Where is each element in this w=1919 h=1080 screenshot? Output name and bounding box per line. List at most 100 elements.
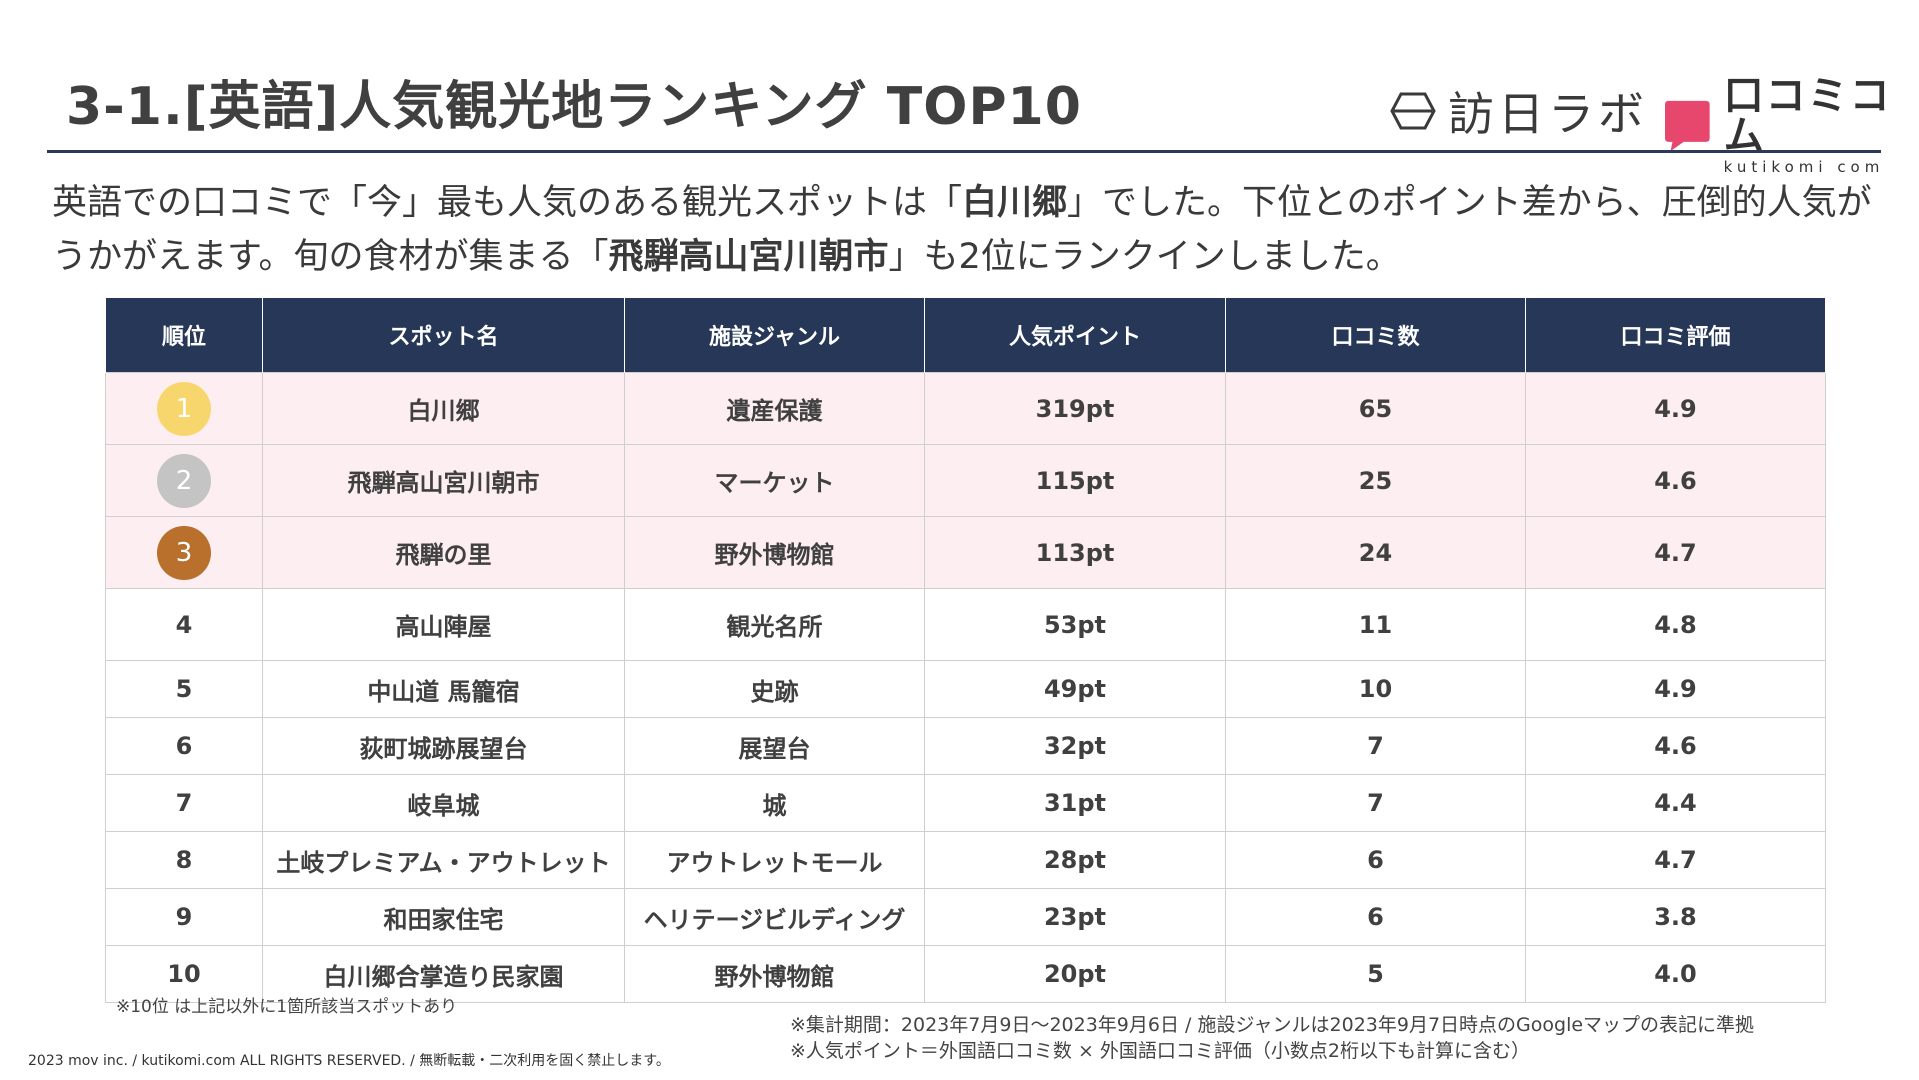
points-cell: 23pt <box>924 888 1226 946</box>
lead-paragraph: 英語での口コミで「今」最も人気のある観光スポットは「白川郷」でした。下位とのポイ… <box>52 176 1882 284</box>
table-row: 2 飛騨高山宮川朝市 マーケット 115pt 25 4.6 <box>105 444 1826 517</box>
points-cell: 32pt <box>924 717 1226 775</box>
rank-cell: 5 <box>105 660 263 718</box>
table-row: 5 中山道 馬籠宿 史跡 49pt 10 4.9 <box>105 660 1826 718</box>
reviews-cell: 24 <box>1225 516 1526 589</box>
spot-name-cell: 荻町城跡展望台 <box>262 717 625 775</box>
period-note: ※集計期間：2023年7月9日～2023年9月6日 / 施設ジャンルは2023年… <box>790 1014 1755 1036</box>
lead-text-1: 英語での口コミで「今」最も人気のある観光スポットは「 <box>52 183 963 223</box>
genre-cell: 遺産保護 <box>624 372 925 445</box>
spot-name-cell: 飛騨高山宮川朝市 <box>262 444 625 517</box>
rating-cell: 4.7 <box>1525 831 1826 889</box>
spot-name-cell: 和田家住宅 <box>262 888 625 946</box>
bronze-medal-badge: 3 <box>157 525 211 580</box>
rating-cell: 4.4 <box>1525 774 1826 832</box>
header-review-count: 口コミ数 <box>1225 298 1526 373</box>
rank10-footnote: ※10位 は上記以外に1箇所該当スポットあり <box>116 997 458 1017</box>
rating-cell: 4.8 <box>1525 588 1826 661</box>
points-cell: 49pt <box>924 660 1226 718</box>
rating-cell: 4.7 <box>1525 516 1826 589</box>
brand-secondary-subtext: kutikomi com <box>1723 158 1885 176</box>
genre-cell: 史跡 <box>624 660 925 718</box>
table-row: 4 高山陣屋 観光名所 53pt 11 4.8 <box>105 588 1826 661</box>
reviews-cell: 7 <box>1225 774 1526 832</box>
table-row: 1 白川郷 遺産保護 319pt 65 4.9 <box>105 372 1826 445</box>
lead-highlight-1: 白川郷 <box>962 183 1068 223</box>
rating-cell: 4.6 <box>1525 717 1826 775</box>
genre-cell: アウトレットモール <box>624 831 925 889</box>
points-cell: 115pt <box>924 444 1226 517</box>
reviews-cell: 10 <box>1225 660 1526 718</box>
rank-cell: 2 <box>105 444 263 517</box>
reviews-cell: 6 <box>1225 831 1526 889</box>
speech-bubble-logo-icon <box>1665 100 1710 152</box>
rating-cell: 4.9 <box>1525 372 1826 445</box>
points-cell: 28pt <box>924 831 1226 889</box>
lead-text-2: 」でした。下位とのポイント差から、圧倒的人気がうかがえます。旬の食材が集まる「 <box>52 183 1872 277</box>
genre-cell: ヘリテージビルディング <box>624 888 925 946</box>
gold-medal-badge: 1 <box>157 381 211 436</box>
rank-cell: 6 <box>105 717 263 775</box>
table-row: 6 荻町城跡展望台 展望台 32pt 7 4.6 <box>105 717 1826 775</box>
copyright-footer: 2023 mov inc. / kutikomi.com ALL RIGHTS … <box>28 1053 670 1069</box>
lead-text-3: 」も2位にランクインしました。 <box>888 237 1401 277</box>
rank-cell: 8 <box>105 831 263 889</box>
rank-cell: 7 <box>105 774 263 832</box>
methodology-notes: ※集計期間：2023年7月9日～2023年9月6日 / 施設ジャンルは2023年… <box>790 1012 1754 1064</box>
rating-cell: 4.9 <box>1525 660 1826 718</box>
rank-cell: 3 <box>105 516 263 589</box>
ranking-table: 順位 スポット名 施設ジャンル 人気ポイント 口コミ数 口コミ評価 1 白川郷 … <box>105 298 1826 1003</box>
spot-name-cell: 白川郷合掌造り民家園 <box>262 945 625 1003</box>
spot-name-cell: 中山道 馬籠宿 <box>262 660 625 718</box>
reviews-cell: 6 <box>1225 888 1526 946</box>
header-rank: 順位 <box>105 298 263 373</box>
genre-cell: 観光名所 <box>624 588 925 661</box>
genre-cell: マーケット <box>624 444 925 517</box>
spot-name-cell: 白川郷 <box>262 372 625 445</box>
reviews-cell: 7 <box>1225 717 1526 775</box>
genre-cell: 野外博物館 <box>624 516 925 589</box>
points-cell: 20pt <box>924 945 1226 1003</box>
rating-cell: 3.8 <box>1525 888 1826 946</box>
genre-cell: 野外博物館 <box>624 945 925 1003</box>
table-row: 8 土岐プレミアム・アウトレット アウトレットモール 28pt 6 4.7 <box>105 831 1826 889</box>
points-cell: 53pt <box>924 588 1226 661</box>
table-row: 3 飛騨の里 野外博物館 113pt 24 4.7 <box>105 516 1826 589</box>
header-spot-name: スポット名 <box>262 298 625 373</box>
rank-cell: 10 <box>105 945 263 1003</box>
page-title: 3-1.[英語]人気観光地ランキング TOP10 <box>66 77 1082 137</box>
points-cell: 31pt <box>924 774 1226 832</box>
brand-logo-kutikomi: 口コミコム kutikomi com <box>1665 76 1919 176</box>
brand-secondary-text: 口コミコム <box>1723 73 1892 159</box>
rank-cell: 9 <box>105 888 263 946</box>
lead-highlight-2: 飛騨高山宮川朝市 <box>608 237 889 277</box>
reviews-cell: 65 <box>1225 372 1526 445</box>
title-divider <box>47 150 1881 153</box>
table-row: 10 白川郷合掌造り民家園 野外博物館 20pt 5 4.0 <box>105 945 1826 1003</box>
spot-name-cell: 飛騨の里 <box>262 516 625 589</box>
formula-note: ※人気ポイント＝外国語口コミ数 × 外国語口コミ評価（小数点2桁以下も計算に含む… <box>790 1040 1531 1062</box>
rating-cell: 4.0 <box>1525 945 1826 1003</box>
genre-cell: 城 <box>624 774 925 832</box>
reviews-cell: 25 <box>1225 444 1526 517</box>
reviews-cell: 5 <box>1225 945 1526 1003</box>
silver-medal-badge: 2 <box>157 453 211 508</box>
genre-cell: 展望台 <box>624 717 925 775</box>
points-cell: 113pt <box>924 516 1226 589</box>
reviews-cell: 11 <box>1225 588 1526 661</box>
spot-name-cell: 岐阜城 <box>262 774 625 832</box>
hexagon-logo-icon <box>1390 92 1436 130</box>
header-review-rating: 口コミ評価 <box>1525 298 1826 373</box>
header-genre: 施設ジャンル <box>624 298 925 373</box>
brand-primary-text: 訪日ラボ <box>1448 87 1648 141</box>
spot-name-cell: 高山陣屋 <box>262 588 625 661</box>
brand-logo-houhichi-lab: 訪日ラボ <box>1390 78 1648 144</box>
rank-cell: 4 <box>105 588 263 661</box>
table-row: 7 岐阜城 城 31pt 7 4.4 <box>105 774 1826 832</box>
rating-cell: 4.6 <box>1525 444 1826 517</box>
header-points: 人気ポイント <box>924 298 1226 373</box>
spot-name-cell: 土岐プレミアム・アウトレット <box>262 831 625 889</box>
table-row: 9 和田家住宅 ヘリテージビルディング 23pt 6 3.8 <box>105 888 1826 946</box>
table-header-row: 順位 スポット名 施設ジャンル 人気ポイント 口コミ数 口コミ評価 <box>105 298 1826 373</box>
points-cell: 319pt <box>924 372 1226 445</box>
